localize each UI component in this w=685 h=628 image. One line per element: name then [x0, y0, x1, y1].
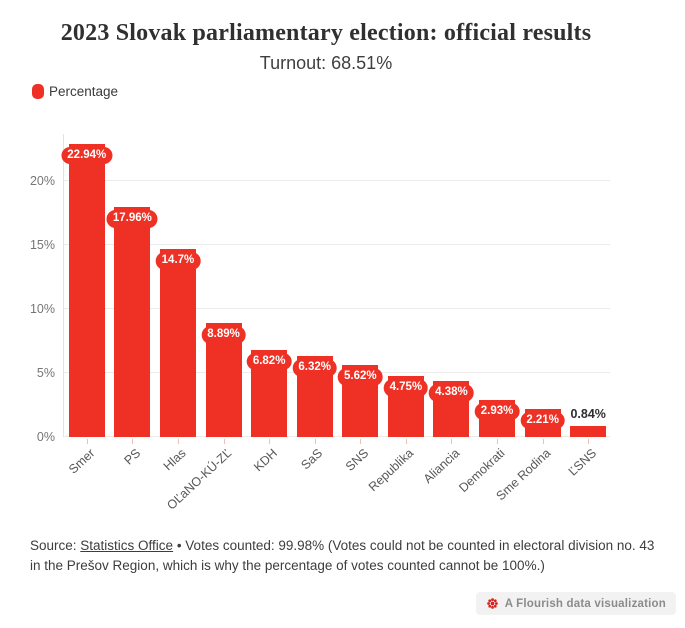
bar-PS[interactable]: [114, 207, 151, 437]
source-separator: •: [173, 538, 186, 553]
y-axis-label: 0%: [36, 430, 55, 444]
votes-counted-note: Votes counted: 99.98% (Votes could not b…: [30, 538, 655, 574]
value-label: 5.62%: [337, 368, 383, 386]
source-note: Source: Statistics Office • Votes counte…: [30, 536, 662, 577]
x-axis-label: PS: [121, 446, 143, 468]
x-axis-label: ĽSNS: [565, 446, 599, 479]
value-label: 17.96%: [106, 210, 158, 229]
chart-subtitle: Turnout: 68.51%: [259, 53, 393, 73]
source-link[interactable]: Statistics Office: [80, 538, 174, 553]
chart-header: 2023 Slovak parliamentary election: offi…: [0, 0, 652, 74]
legend-swatch-icon: [32, 84, 44, 99]
chart-title: 2023 Slovak parliamentary election: offi…: [60, 20, 592, 46]
x-axis-label: Republika: [366, 446, 417, 495]
gridline: [64, 436, 610, 437]
value-label: 4.75%: [383, 379, 429, 397]
gridline: [64, 244, 610, 246]
x-axis-label: SaS: [298, 446, 326, 473]
x-axis-tick: [177, 439, 179, 444]
value-label: 22.94%: [61, 146, 113, 165]
bar-Hlas[interactable]: [159, 249, 196, 437]
x-axis-label: Hlas: [160, 446, 189, 474]
value-label: 2.21%: [520, 411, 565, 430]
source-prefix: Source:: [30, 538, 81, 553]
y-axis-label: 10%: [29, 302, 55, 317]
x-axis-tick: [132, 439, 134, 444]
value-label: 8.89%: [201, 326, 246, 344]
x-axis-tick: [542, 439, 544, 444]
x-axis-tick: [360, 439, 362, 444]
gridline: [64, 180, 610, 182]
value-label: 6.82%: [246, 352, 292, 371]
gridline: [64, 372, 610, 374]
x-axis-tick: [588, 439, 590, 444]
legend-item-percentage[interactable]: Percentage: [32, 84, 118, 99]
x-axis-tick: [451, 439, 453, 444]
x-axis-label: Smer: [65, 446, 98, 477]
flourish-logo-icon: [486, 598, 498, 609]
gridline: [64, 308, 610, 310]
plot-area: 0% 5% 10% 15% 20% 22.94% Smer 17.96% PS 14.7% Hlas…: [30, 134, 610, 513]
x-axis-tick: [223, 439, 225, 444]
flourish-credit-label: A Flourish data visualization: [504, 597, 666, 610]
legend-label: Percentage: [49, 84, 119, 99]
x-axis-tick: [86, 439, 88, 444]
value-label: 6.32%: [292, 359, 338, 377]
bar-Smer[interactable]: [68, 143, 105, 437]
y-axis-label: 15%: [29, 238, 55, 253]
x-axis-tick: [405, 439, 407, 444]
value-label: 2.93%: [474, 402, 520, 421]
flourish-credit[interactable]: A Flourish data visualization: [475, 592, 676, 615]
x-axis-tick: [497, 439, 499, 444]
x-axis-tick: [314, 439, 316, 444]
value-label: 4.38%: [429, 384, 474, 402]
x-axis-label: Aliancia: [420, 446, 463, 487]
x-axis-label: SNS: [342, 446, 371, 474]
y-axis-label: 20%: [29, 174, 55, 189]
value-label: 14.7%: [155, 252, 201, 270]
x-axis-tick: [269, 439, 271, 444]
x-axis-label: KDH: [250, 446, 280, 475]
bar-ĽSNS[interactable]: [570, 426, 607, 437]
value-label: 0.84%: [570, 407, 606, 422]
y-axis-label: 5%: [36, 366, 55, 381]
